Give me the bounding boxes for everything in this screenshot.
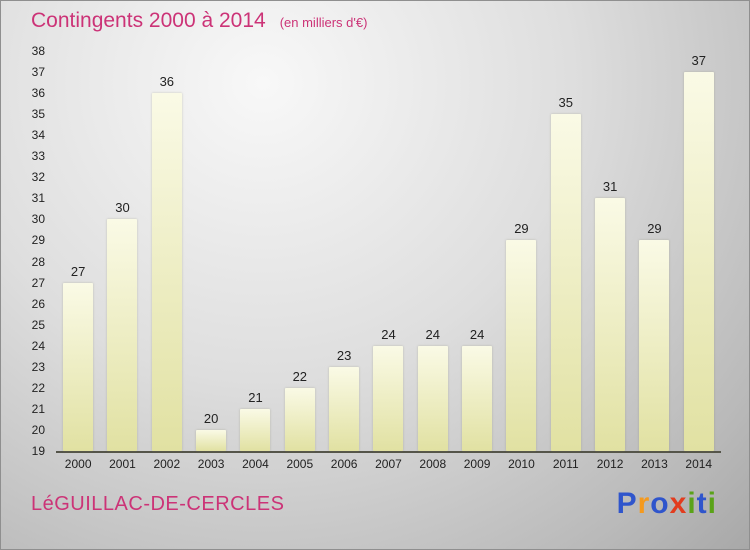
- bar: [151, 93, 182, 451]
- x-axis-tick-label: 2011: [552, 457, 579, 471]
- bar-value-label: 35: [558, 95, 573, 111]
- y-axis-tick-label: 20: [31, 422, 45, 437]
- x-axis-tick-label: 2010: [508, 457, 535, 471]
- y-axis-tick-label: 32: [31, 170, 45, 185]
- bar-cell: 31: [588, 51, 632, 451]
- x-axis-tick-label: 2000: [64, 457, 92, 471]
- proxiti-logo: Proxiti: [617, 487, 717, 521]
- bar-cell: 23: [322, 51, 366, 451]
- bar-value-label: 24: [469, 326, 485, 342]
- y-axis-tick-label: 27: [31, 275, 45, 290]
- bar: [550, 114, 581, 451]
- bar-cell: 21: [233, 51, 277, 451]
- y-axis-tick-label: 37: [31, 65, 45, 80]
- y-axis: 19 20 21 22 23 24 25 26 27 28 29 30 31 32 33 34 35 36 37 38: [1, 44, 49, 458]
- x-axis-tick-label: 2009: [463, 457, 491, 471]
- y-axis-tick-label: 24: [31, 338, 45, 353]
- y-axis-tick-label: 26: [31, 296, 45, 311]
- y-axis-tick-label: 21: [31, 401, 45, 416]
- bar-value-label: 29: [514, 221, 529, 237]
- y-axis-tick-label: 29: [31, 233, 45, 248]
- plot-area: 27 30 36 20 21 22 23 24 24 24 29 35 31 29 37: [56, 51, 721, 453]
- bar: [329, 366, 360, 451]
- bar-cell: 27: [56, 51, 100, 451]
- y-axis-tick-label: 22: [31, 380, 45, 395]
- logo-letter: t: [696, 487, 708, 520]
- logo-letter: x: [669, 487, 688, 520]
- bar-cell: 37: [677, 51, 721, 451]
- logo-letter: i: [687, 487, 697, 520]
- y-axis-tick-label: 23: [31, 359, 45, 374]
- y-axis-tick-label: 36: [31, 86, 45, 101]
- bar-value-label: 27: [70, 263, 86, 279]
- chart-title: Contingents 2000 à 2014: [31, 9, 266, 32]
- title-row: Contingents 2000 à 2014 (en milliers d'€…: [31, 9, 367, 33]
- bar-cell: 24: [455, 51, 499, 451]
- bar-value-label: 24: [381, 326, 396, 342]
- y-axis-tick-label: 28: [31, 254, 45, 269]
- logo-letter: o: [650, 487, 670, 520]
- logo-letter: i: [707, 487, 717, 520]
- bar: [417, 345, 448, 451]
- x-axis-tick-label: 2014: [685, 457, 713, 471]
- bar-cell: 29: [499, 51, 543, 451]
- logo-letter: r: [637, 487, 651, 520]
- y-axis-tick-label: 31: [31, 191, 45, 206]
- x-axis-tick-label: 2012: [596, 457, 624, 471]
- bar-cell: 36: [145, 51, 189, 451]
- x-axis-tick-label: 2002: [153, 457, 181, 471]
- x-axis-tick-label: 2005: [286, 457, 314, 471]
- y-axis-tick-label: 30: [31, 212, 45, 227]
- bar-value-label: 23: [336, 347, 352, 363]
- y-axis-tick-label: 35: [31, 107, 45, 122]
- bar: [683, 72, 714, 451]
- bar: [373, 345, 404, 451]
- bar: [63, 282, 94, 451]
- x-axis-tick-label: 2001: [109, 457, 136, 471]
- bar-cell: 24: [366, 51, 410, 451]
- x-axis-tick-label: 2008: [419, 457, 447, 471]
- bar-cell: 20: [189, 51, 233, 451]
- bar-value-label: 30: [115, 200, 130, 216]
- bar-value-label: 21: [248, 389, 263, 405]
- y-axis-tick-label: 25: [31, 317, 45, 332]
- bar-cell: 35: [544, 51, 588, 451]
- bar: [595, 198, 626, 451]
- x-axis-tick-label: 2013: [641, 457, 668, 471]
- bar-value-label: 22: [292, 368, 308, 384]
- bar: [240, 408, 271, 451]
- y-axis-tick-label: 33: [31, 149, 45, 164]
- y-axis-tick-label: 38: [31, 44, 45, 58]
- bar-value-label: 29: [647, 221, 662, 237]
- bar-cell: 24: [411, 51, 455, 451]
- bar-value-label: 31: [602, 179, 618, 195]
- bar: [639, 240, 670, 451]
- x-axis-tick-label: 2006: [330, 457, 358, 471]
- bar-value-label: 37: [691, 53, 706, 69]
- y-axis-tick-label: 19: [31, 444, 45, 458]
- bar: [462, 345, 493, 451]
- bar-cell: 30: [100, 51, 144, 451]
- chart-subtitle: (en milliers d'€): [279, 15, 368, 30]
- bar: [284, 387, 315, 451]
- x-axis-tick-label: 2004: [242, 457, 269, 471]
- bar-value-label: 24: [425, 326, 441, 342]
- x-axis: 2000 2001 2002 2003 2004 2005 2006 2007 2008 2009…: [56, 457, 721, 471]
- x-axis-tick-label: 2003: [197, 457, 225, 471]
- bar: [196, 429, 227, 451]
- bar-value-label: 36: [159, 74, 175, 90]
- bar: [506, 240, 537, 451]
- bar-value-label: 20: [203, 410, 219, 426]
- place-name: LéGUILLAC-DE-CERCLES: [31, 493, 285, 515]
- y-axis-tick-label: 34: [31, 128, 45, 143]
- logo-letter: P: [616, 487, 638, 520]
- bar: [107, 219, 138, 451]
- x-axis-tick-label: 2007: [375, 457, 402, 471]
- bar-cell: 29: [632, 51, 676, 451]
- bar-cell: 22: [278, 51, 322, 451]
